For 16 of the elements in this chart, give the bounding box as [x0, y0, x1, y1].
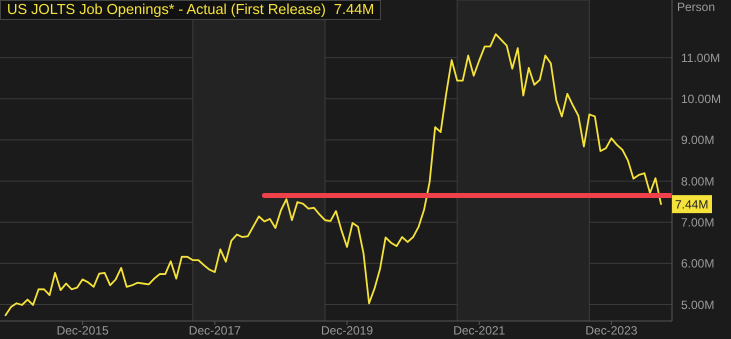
- y-tick-label: 5.00M: [681, 298, 714, 312]
- chart-title: US JOLTS Job Openings* - Actual (First Release) 7.44M: [0, 0, 382, 20]
- y-tick-label: 10.00M: [681, 92, 722, 106]
- x-tick-label: Dec-2021: [453, 324, 506, 338]
- data-label: 7.44M: [675, 198, 708, 212]
- x-tick-label: Dec-2017: [188, 324, 242, 338]
- y-tick-label: 7.00M: [681, 215, 714, 230]
- y-axis-title: Person: [677, 0, 716, 14]
- x-tick-label: Dec-2023: [585, 324, 638, 338]
- y-tick-label: 9.00M: [681, 133, 714, 148]
- y-tick-label: 8.00M: [681, 174, 714, 188]
- y-tick-label: 11.00M: [681, 50, 720, 65]
- x-tick-label: Dec-2019: [321, 324, 374, 338]
- x-tick-label: Dec-2015: [56, 324, 109, 338]
- line-series: [4, 33, 662, 316]
- y-tick-label: 6.00M: [681, 256, 714, 271]
